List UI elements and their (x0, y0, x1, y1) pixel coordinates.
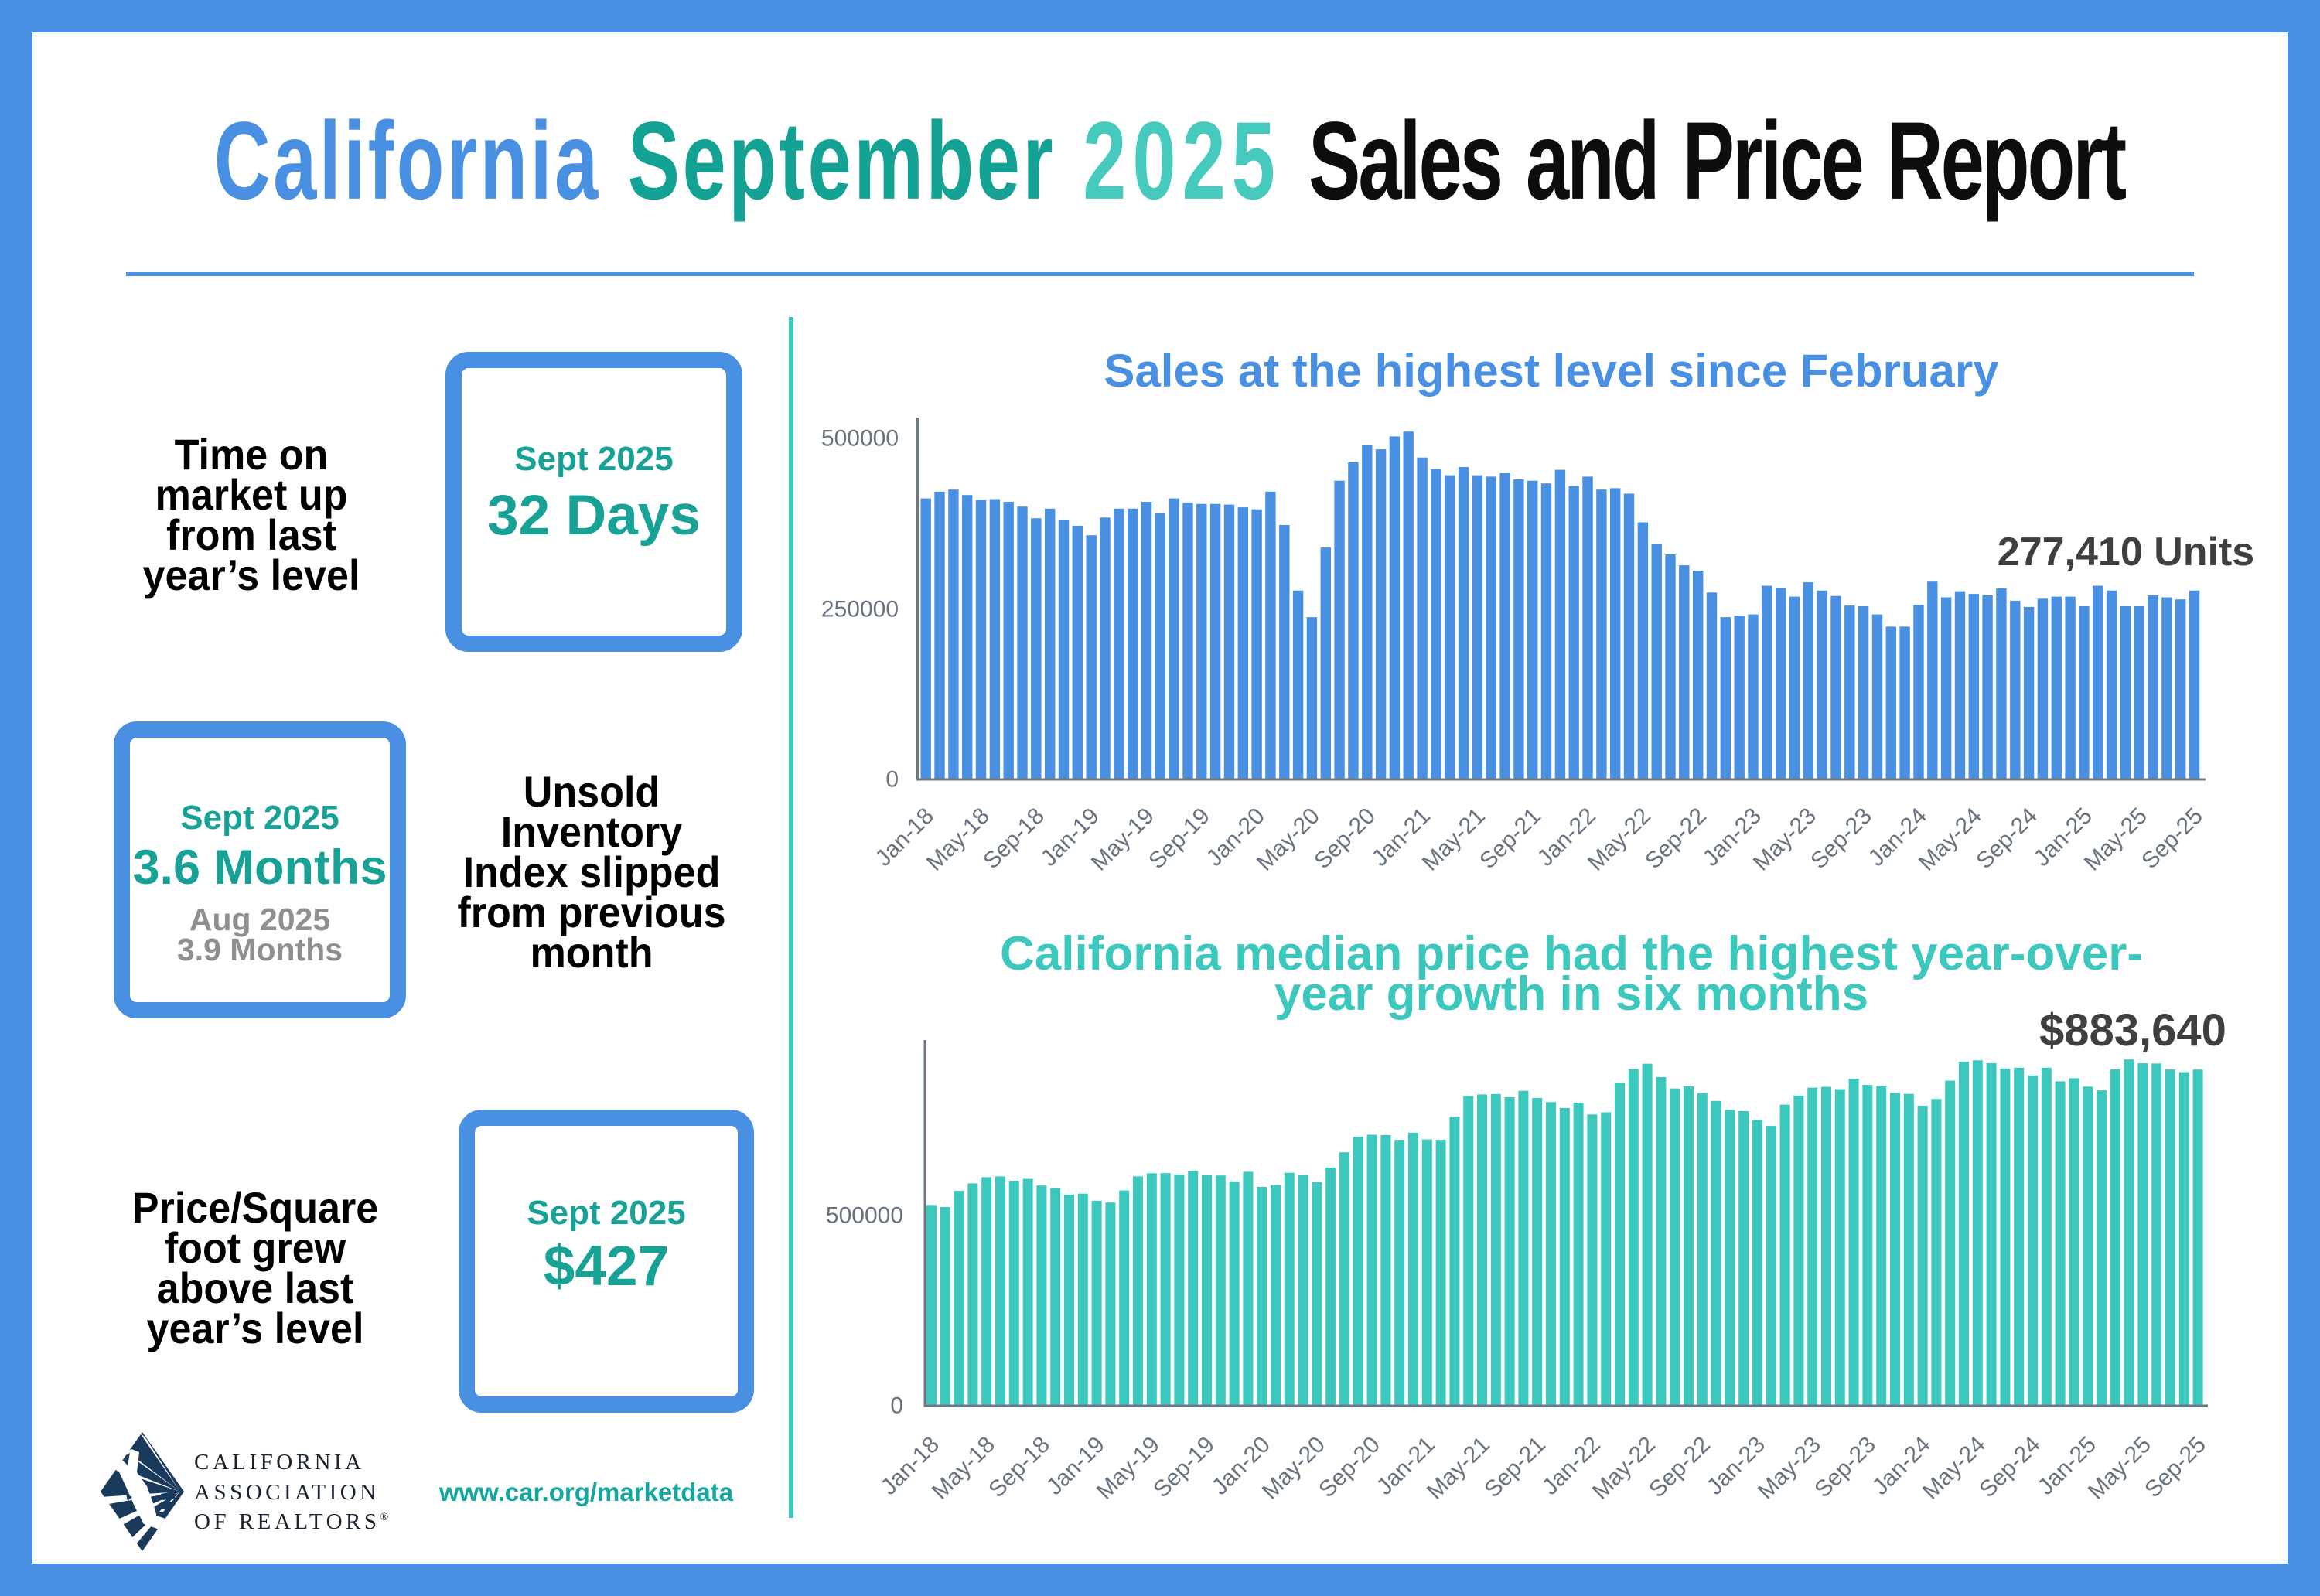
svg-text:May-20: May-20 (1252, 803, 1325, 876)
svg-text:Sep-21: Sep-21 (1479, 1432, 1551, 1503)
svg-text:Sep-23: Sep-23 (1806, 803, 1877, 875)
svg-text:Sep-25: Sep-25 (2137, 803, 2208, 875)
svg-text:Sep-20: Sep-20 (1314, 1432, 1385, 1503)
svg-text:Sep-18: Sep-18 (984, 1432, 1055, 1503)
svg-text:May-25: May-25 (2079, 803, 2152, 876)
svg-text:Sales at the highest level sin: Sales at the highest level since Februar… (1104, 345, 1999, 397)
svg-text:May-23: May-23 (1753, 1432, 1826, 1505)
svg-text:Sep-24: Sep-24 (1974, 1432, 2045, 1503)
svg-text:May-18: May-18 (927, 1432, 1000, 1505)
svg-text:May-22: May-22 (1583, 803, 1656, 876)
svg-text:May-20: May-20 (1257, 1432, 1330, 1505)
svg-text:Sep-19: Sep-19 (1148, 1432, 1220, 1503)
svg-text:May-22: May-22 (1588, 1432, 1660, 1505)
svg-text:year growth in six months: year growth in six months (1274, 967, 1868, 1021)
svg-text:May-24: May-24 (1918, 1432, 1991, 1505)
svg-text:May-19: May-19 (1087, 803, 1159, 876)
svg-text:277,410 Units: 277,410 Units (1998, 530, 2254, 575)
svg-text:May-21: May-21 (1418, 803, 1490, 876)
svg-text:250000: 250000 (821, 597, 899, 622)
svg-text:Sep-23: Sep-23 (1810, 1432, 1881, 1503)
svg-text:Sep-19: Sep-19 (1144, 803, 1215, 875)
svg-text:$883,640: $883,640 (2039, 1005, 2226, 1055)
svg-text:May-18: May-18 (922, 803, 995, 876)
svg-text:Sep-20: Sep-20 (1309, 803, 1380, 875)
svg-text:500000: 500000 (826, 1203, 903, 1229)
svg-text:Sep-24: Sep-24 (1971, 803, 2042, 875)
svg-text:May-21: May-21 (1422, 1432, 1495, 1505)
svg-text:0: 0 (890, 1393, 903, 1419)
svg-text:500000: 500000 (821, 426, 899, 452)
svg-text:Sep-22: Sep-22 (1644, 1432, 1715, 1503)
svg-text:Sep-22: Sep-22 (1640, 803, 1711, 875)
svg-text:0: 0 (885, 767, 899, 793)
svg-text:May-19: May-19 (1092, 1432, 1165, 1505)
svg-text:California median price had th: California median price had the highest … (1000, 927, 2143, 980)
svg-text:May-25: May-25 (2083, 1432, 2156, 1505)
svg-text:Sep-18: Sep-18 (978, 803, 1049, 875)
svg-text:Sep-25: Sep-25 (2140, 1432, 2211, 1503)
svg-text:Sep-21: Sep-21 (1475, 803, 1546, 875)
svg-text:May-23: May-23 (1749, 803, 1821, 876)
svg-text:May-24: May-24 (1914, 803, 1987, 876)
